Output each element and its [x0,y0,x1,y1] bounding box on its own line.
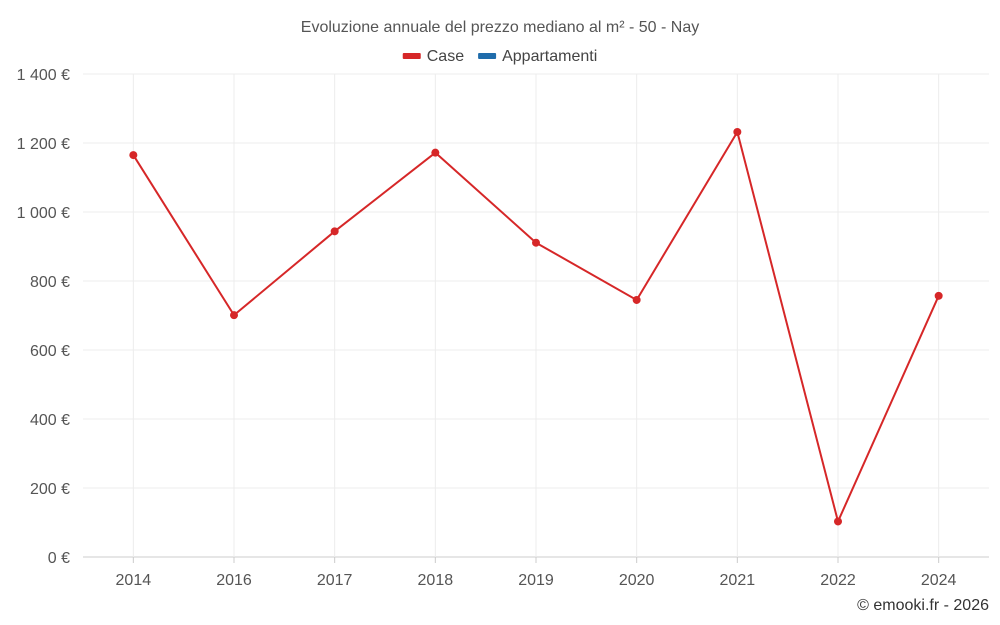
x-tick-label: 2020 [619,572,655,589]
legend: Case Appartamenti [402,48,597,65]
legend-swatch [402,53,421,59]
data-point[interactable] [532,238,540,247]
x-tick-label: 2014 [116,572,152,589]
data-point[interactable] [934,291,943,300]
data-point[interactable] [230,311,238,320]
x-tick-label: 2024 [921,572,957,589]
x-tick-label: 2018 [418,572,454,589]
legend-label: Appartamenti [502,48,597,65]
x-tick-label: 2019 [518,572,554,589]
credit-text: © emooki.fr - 2026 [857,597,989,614]
chart-title: Evoluzione annuale del prezzo mediano al… [301,19,699,36]
grid [83,73,989,558]
data-point[interactable] [733,127,742,136]
y-tick-label: 600 € [30,343,70,360]
legend-label: Case [427,48,464,65]
x-tick-label: 2021 [720,572,756,589]
x-tick-label: 2016 [216,572,252,589]
x-tick-label: 2022 [820,572,856,589]
series-layer [129,127,943,526]
y-tick-label: 200 € [30,481,70,498]
data-point[interactable] [129,151,138,160]
y-tick-label: 1 000 € [17,205,70,222]
x-axis: 2014 2016 2017 2018 2019 2020 2021 2022 2024 [116,557,957,589]
y-tick-label: 400 € [30,412,70,429]
legend-item-appartamenti[interactable]: Appartamenti [478,48,597,65]
legend-item-case[interactable]: Case [402,48,464,65]
y-tick-label: 800 € [30,274,70,291]
y-tick-label: 0 € [48,550,70,567]
y-tick-label: 1 200 € [17,136,70,153]
data-point[interactable] [330,227,339,236]
data-point[interactable] [632,295,641,304]
y-axis: 0 € 200 € 400 € 600 € 800 € 1 000 € 1 200 € 1 4… [17,67,70,567]
y-tick-label: 1 400 € [17,67,70,84]
x-tick-label: 2017 [317,572,353,589]
data-point[interactable] [834,517,842,526]
data-point[interactable] [431,148,440,157]
legend-swatch [478,53,497,59]
